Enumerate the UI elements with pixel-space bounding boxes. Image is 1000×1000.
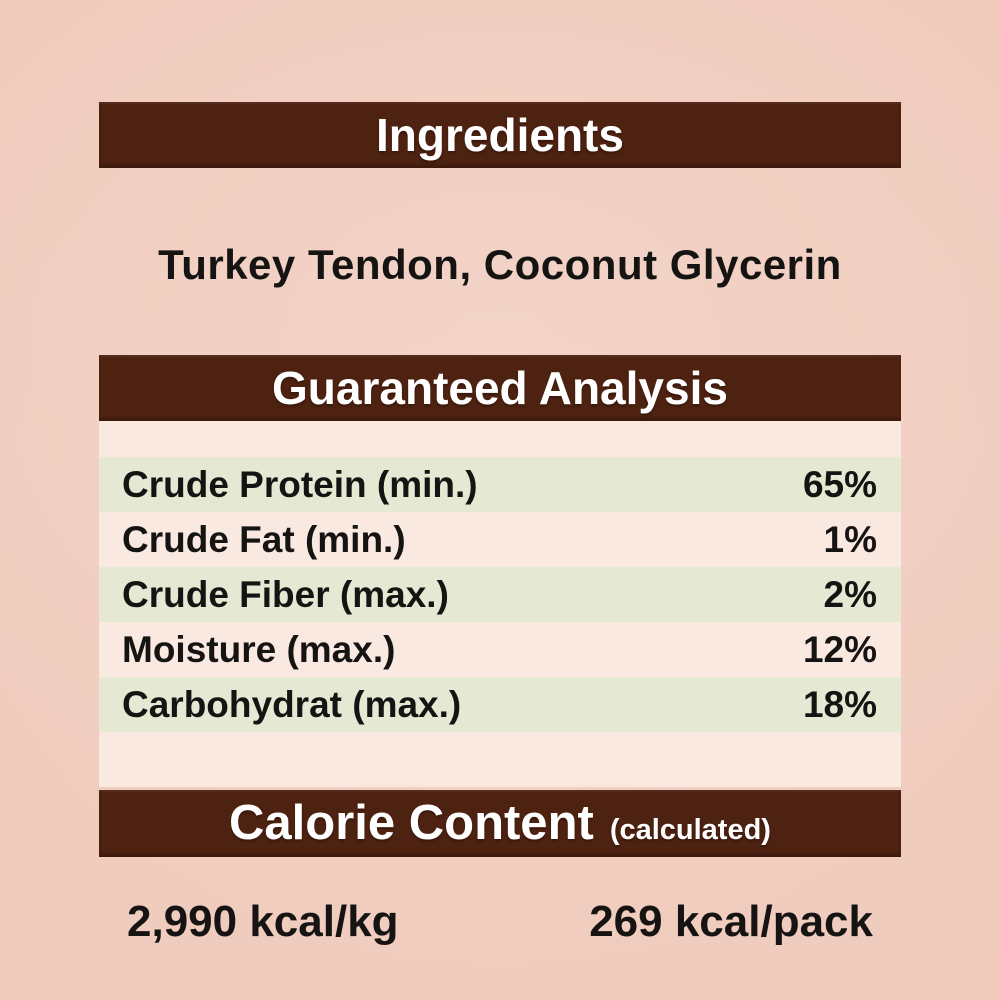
calorie-content-banner: Calorie Content (calculated): [99, 790, 901, 857]
table-row: Moisture (max.) 12%: [99, 622, 901, 677]
nutrient-value: 65%: [802, 463, 877, 505]
ingredients-banner: Ingredients: [99, 102, 901, 168]
table-row: Carbohydrat (max.) 18%: [99, 677, 901, 732]
calorie-banner-text: Calorie Content (calculated): [229, 799, 771, 848]
table-row: Crude Fiber (max.) 2%: [99, 567, 901, 622]
kcal-per-kg: 2,990 kcal/kg: [127, 897, 399, 946]
calorie-content-title: Calorie Content: [229, 796, 594, 850]
table-row: Crude Protein (min.) 65%: [99, 457, 901, 512]
nutrient-name: Carbohydrat (max.): [122, 683, 462, 725]
table-row: Crude Fat (min.) 1%: [99, 512, 901, 567]
nutrient-name: Crude Fat (min.): [122, 518, 406, 560]
nutrient-name: Crude Protein (min.): [122, 463, 478, 505]
nutrient-value: 2%: [823, 573, 877, 615]
calorie-values-row: 2,990 kcal/kg 269 kcal/pack: [99, 897, 901, 947]
guaranteed-analysis-table: Crude Protein (min.) 65% Crude Fat (min.…: [99, 421, 901, 787]
guaranteed-analysis-title: Guaranteed Analysis: [272, 362, 728, 414]
nutrient-value: 12%: [802, 628, 877, 670]
nutrient-name: Moisture (max.): [122, 628, 396, 670]
ingredients-title: Ingredients: [376, 109, 624, 161]
kcal-per-pack: 269 kcal/pack: [589, 897, 873, 946]
guaranteed-analysis-banner: Guaranteed Analysis: [99, 355, 901, 421]
calorie-content-subtitle: (calculated): [609, 814, 771, 846]
nutrient-value: 1%: [823, 518, 877, 560]
nutrient-name: Crude Fiber (max.): [122, 573, 449, 615]
ingredients-list: Turkey Tendon, Coconut Glycerin: [158, 241, 842, 288]
nutrient-value: 18%: [802, 683, 877, 725]
